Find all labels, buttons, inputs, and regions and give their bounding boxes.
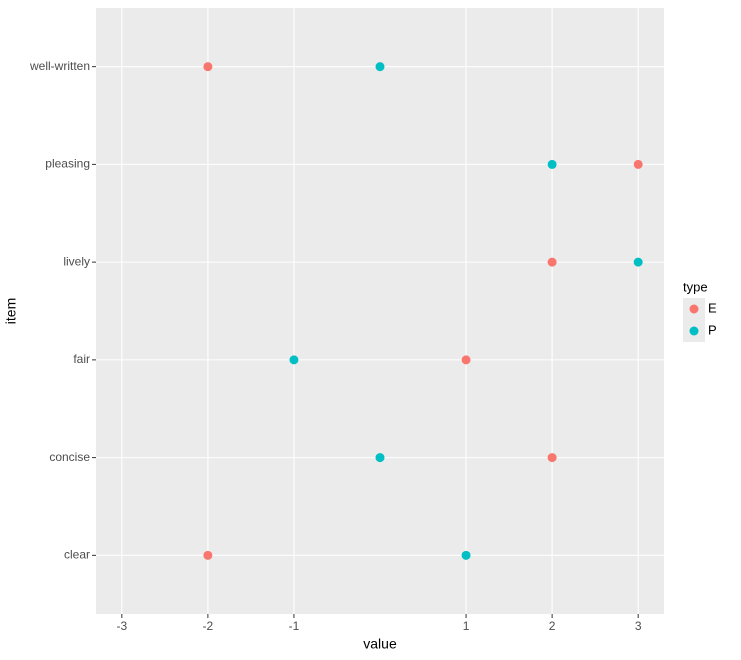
legend-marker xyxy=(689,304,699,314)
x-tick-label: -1 xyxy=(289,619,300,633)
x-tick-label: 1 xyxy=(463,619,470,633)
point xyxy=(547,257,557,267)
point xyxy=(633,257,643,267)
point xyxy=(633,159,643,169)
panel xyxy=(96,8,664,614)
point xyxy=(461,355,471,365)
point xyxy=(203,62,213,72)
y-tick-label: fair xyxy=(73,352,90,366)
y-axis-title: item xyxy=(3,298,19,324)
point xyxy=(547,159,557,169)
legend-title: type xyxy=(683,279,708,294)
x-tick-label: 3 xyxy=(635,619,642,633)
x-tick-label: -2 xyxy=(203,619,214,633)
point xyxy=(289,355,299,365)
x-axis-title: value xyxy=(363,636,397,652)
point xyxy=(203,550,213,560)
y-tick-label: concise xyxy=(49,450,90,464)
point xyxy=(375,62,385,72)
legend-label: E xyxy=(708,300,717,315)
point xyxy=(547,453,557,463)
legend-label: P xyxy=(708,322,717,337)
x-tick-label: 2 xyxy=(549,619,556,633)
y-tick-label: pleasing xyxy=(45,157,90,171)
legend-marker xyxy=(689,326,699,336)
y-tick-label: well-written xyxy=(29,59,90,73)
point xyxy=(461,550,471,560)
y-tick-label: clear xyxy=(64,548,90,562)
x-tick-label: -3 xyxy=(116,619,127,633)
y-tick-label: lively xyxy=(63,254,90,268)
point xyxy=(375,453,385,463)
